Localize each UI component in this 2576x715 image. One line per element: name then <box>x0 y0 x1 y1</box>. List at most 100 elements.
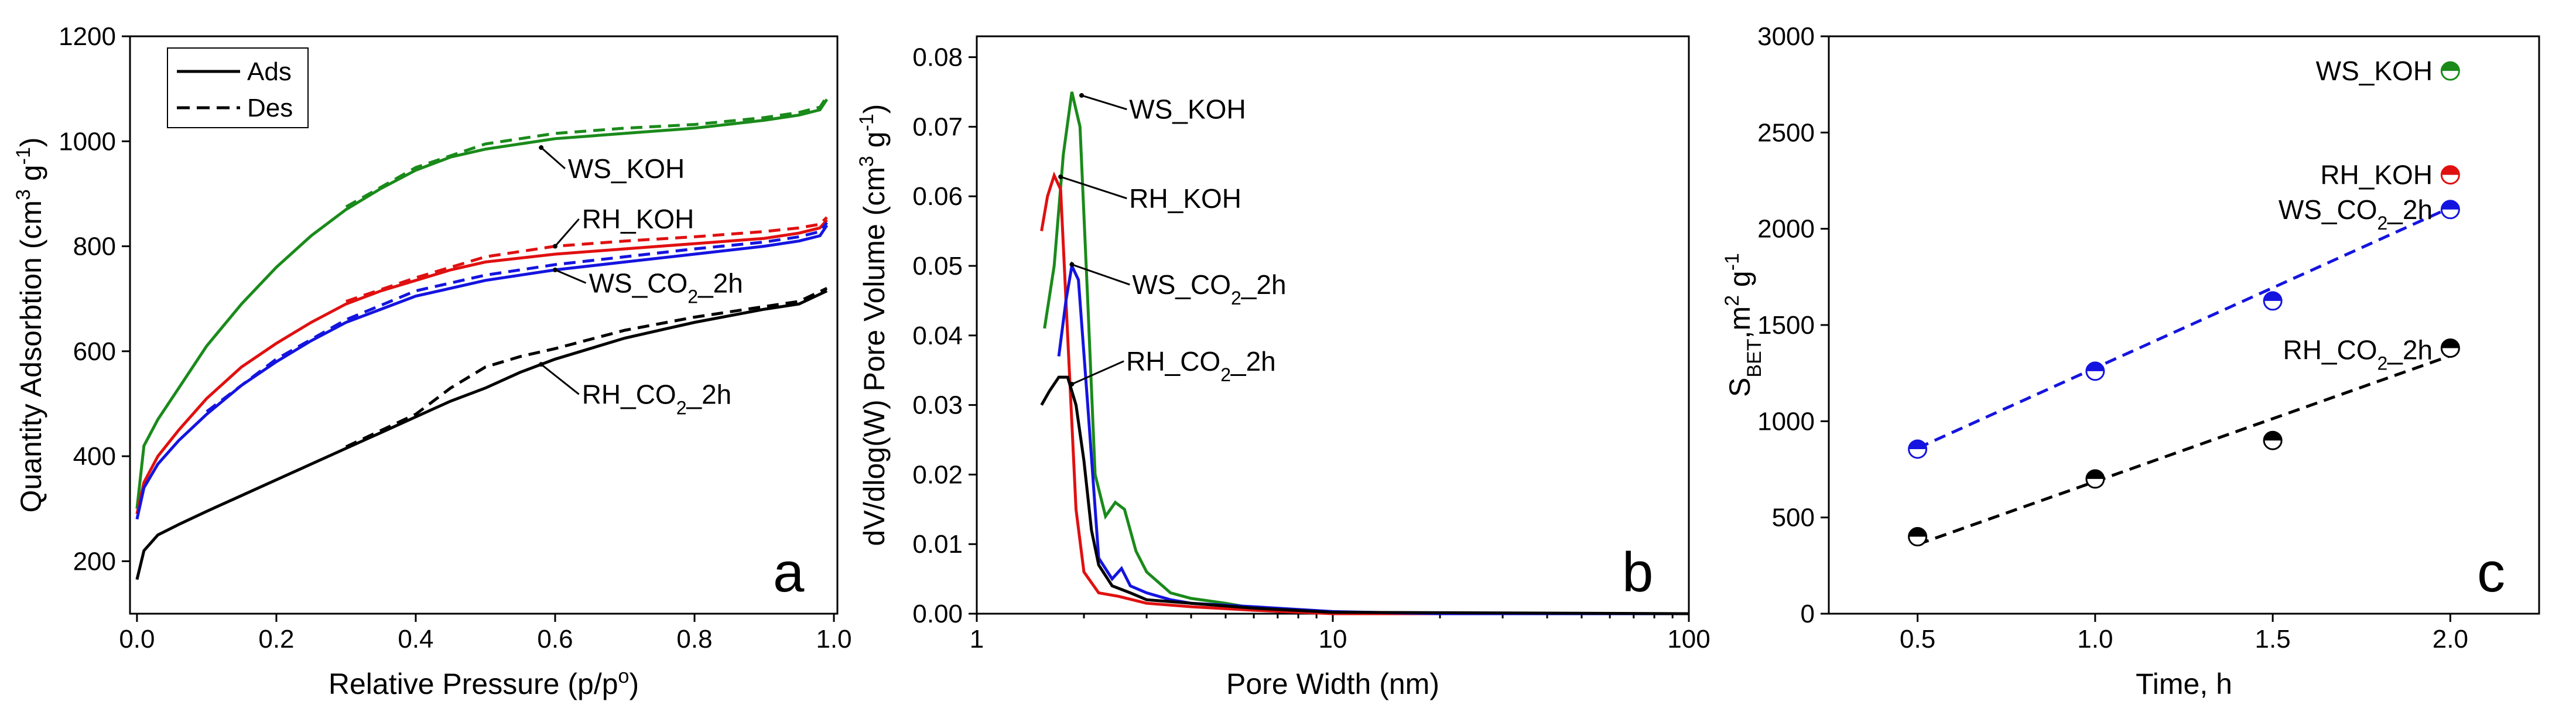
panel-a-legend: Ads Des <box>167 47 309 128</box>
panel-b-y-tick-label: 0.03 <box>912 391 963 420</box>
panel-b-annotation-3-suffix: _2h <box>1230 346 1276 377</box>
panel-c-y-tick-label: 500 <box>1772 504 1815 532</box>
panel-b-annotation-0-text: WS_KOH <box>1129 94 1246 125</box>
panel-a-plot-frame <box>129 35 839 615</box>
y-title-sup: 2 <box>1721 295 1743 306</box>
panel-b-x-tick-label: 100 <box>1667 625 1710 654</box>
panel-a-annotation-3-suffix: _2h <box>686 379 732 409</box>
panel-c-annotation-0: WS_KOH <box>2316 56 2433 86</box>
panel-c-series-0-point-fill <box>2086 362 2104 371</box>
panel-a-annotation-arrowhead <box>552 267 557 272</box>
panel-c-series-0-fit-line <box>1917 206 2451 450</box>
panel-b-y-tick-label: 0.05 <box>912 252 963 280</box>
panel-c-annotation-1-text: RH_KOH <box>2320 160 2433 190</box>
panel-a-annotation-arrow <box>554 218 580 247</box>
panel-c-y-tick-label: 2000 <box>1757 215 1815 244</box>
panel-a-y-tick-label: 400 <box>73 442 116 471</box>
panel-c-annotation-2-suffix: _2h <box>2387 194 2433 225</box>
panel-b-series-1-line <box>1040 171 1689 615</box>
panel-a-annotation-3-subscript: 2 <box>676 397 687 418</box>
legend-label: Ads <box>247 57 292 86</box>
panel-a-isotherm-chart: 0.0 0.2 0.4 0.6 0.8 1.0 200 400 600 800 1000 1200 Re… <box>12 22 852 700</box>
y-title-sup2: -1 <box>856 114 878 131</box>
panel-a-series-1-adsorption-line <box>135 219 828 515</box>
panel-a-series-2-adsorption-line <box>135 224 829 520</box>
panel-a-x-tick-label: 0.0 <box>119 625 155 654</box>
panel-b-plot-frame <box>976 35 1690 615</box>
x-title-main: Relative Pressure (p/p <box>329 668 618 700</box>
panel-b-annotation-2-subscript: 2 <box>1231 288 1241 309</box>
panel-a-y-tick-label: 1200 <box>59 22 116 51</box>
panel-b-annotation-arrowhead <box>1069 381 1075 386</box>
y-title-sup2: -1 <box>12 147 35 165</box>
panel-c-annotation-3-suffix: _2h <box>2387 335 2433 365</box>
panel-b-x-tick-label: 10 <box>1319 625 1347 654</box>
panel-c-y-axis-title: SBET,m2 g-1 <box>1721 253 1766 397</box>
panel-a-annotation-arrow <box>540 364 580 395</box>
panel-c-series-1-fit-line <box>1917 354 2451 546</box>
panel-a-x-tick-label: 0.2 <box>258 625 294 654</box>
panel-c-annotation-3: RH_CO2_2h <box>2283 335 2433 374</box>
panel-b-annotation-3: RH_CO2_2h <box>1126 346 1276 385</box>
y-title-mid2: g <box>1723 271 1756 295</box>
panel-c-y-tick-label: 1000 <box>1757 407 1815 436</box>
panel-c-series-1-point-fill <box>2086 470 2104 479</box>
panel-b-series-2-line <box>1057 261 1689 615</box>
y-title-sub: BET <box>1743 338 1766 377</box>
y-title-mid: g <box>858 131 891 156</box>
panel-b-x-axis-title: Pore Width (nm) <box>1226 668 1439 700</box>
panel-c-plot-frame <box>1828 35 2540 615</box>
panel-a-x-tick-label: 0.6 <box>537 625 573 654</box>
panel-c-y-tick-label: 1500 <box>1757 311 1815 340</box>
y-title-end: ) <box>858 104 891 114</box>
panel-a-y-tick-label: 600 <box>73 337 116 366</box>
panel-b-y-tick-label: 0.00 <box>912 600 963 628</box>
panel-a-annotation-2: WS_CO2_2h <box>589 268 743 307</box>
panel-b-annotation-arrow <box>1071 264 1130 286</box>
panel-a-series-0-adsorption-line <box>135 98 829 509</box>
panel-b-y-tick-label: 0.04 <box>912 321 963 350</box>
x-title-main: Pore Width (nm) <box>1226 668 1439 700</box>
panel-a-annotation-arrow <box>555 269 587 284</box>
panel-b-annotation-arrowhead <box>1058 174 1063 179</box>
y-title-sup: 3 <box>12 189 35 200</box>
panel-b-annotation-2-suffix: _2h <box>1241 269 1287 300</box>
panel-b-annotation-2-text: WS_CO <box>1132 269 1231 300</box>
panel-c-y-tick-label: 0 <box>1801 600 1815 628</box>
panel-c-x-tick-label: 0.5 <box>1900 625 1935 654</box>
x-title-sup: o <box>618 665 630 687</box>
panel-c-annotation-3-text: RH_CO <box>2283 335 2377 365</box>
panel-b-annotation-arrow <box>1071 360 1124 385</box>
panel-a-annotation-0: WS_KOH <box>568 153 685 184</box>
panel-b-x-tick-label: 1 <box>970 625 984 654</box>
panel-c-bet-surface-chart: 0.5 1.0 1.5 2.0 0 500 1000 1500 2000 2500 3000 Time… <box>1721 22 2540 700</box>
panel-a-x-tick-label: 0.8 <box>676 625 712 654</box>
panel-b-annotation-arrow <box>1081 94 1127 111</box>
panel-c-annotation-3-subscript: 2 <box>2377 353 2388 374</box>
y-title-mid: ,m <box>1723 306 1756 339</box>
panel-c-annotation-2-text: WS_CO <box>2279 194 2377 225</box>
panel-a-y-axis-title: Quantity Adsorbtion (cm3 g-1) <box>12 137 47 512</box>
panel-c-y-tick-label: 3000 <box>1757 22 1815 51</box>
legend-box <box>167 47 309 128</box>
panel-a-annotation-3: RH_CO2_2h <box>582 379 732 418</box>
y-title-main: Quantity Adsorbtion (cm <box>15 200 47 513</box>
panel-a-series-2-desorption-line <box>206 221 829 413</box>
y-title-sup2: -1 <box>1721 253 1743 271</box>
panel-b-annotation-3-subscript: 2 <box>1220 364 1231 385</box>
panel-c-x-tick-label: 2.0 <box>2433 625 2468 654</box>
panel-a-x-tick-label: 1.0 <box>816 625 851 654</box>
panel-a-annotation-3-text: RH_CO <box>582 379 676 409</box>
panel-b-annotation-arrowhead <box>1079 93 1085 98</box>
panel-c-y-tick-label: 2500 <box>1757 118 1815 147</box>
panel-b-y-tick-label: 0.02 <box>912 460 963 489</box>
panel-c-x-tick-label: 1.5 <box>2255 625 2291 654</box>
panel-c-annotation-2: WS_CO2_2h <box>2279 194 2433 234</box>
panel-c-series-0-point-fill <box>2441 200 2459 210</box>
panel-a-x-tick-label: 0.4 <box>398 625 433 654</box>
legend-label: Des <box>247 94 293 122</box>
panel-b-y-tick-label: 0.08 <box>912 43 963 72</box>
panel-b-y-tick-label: 0.06 <box>912 182 963 211</box>
panel-c-series-1-point-fill <box>1908 528 1927 537</box>
panel-b-annotation-arrowhead <box>1069 262 1075 267</box>
